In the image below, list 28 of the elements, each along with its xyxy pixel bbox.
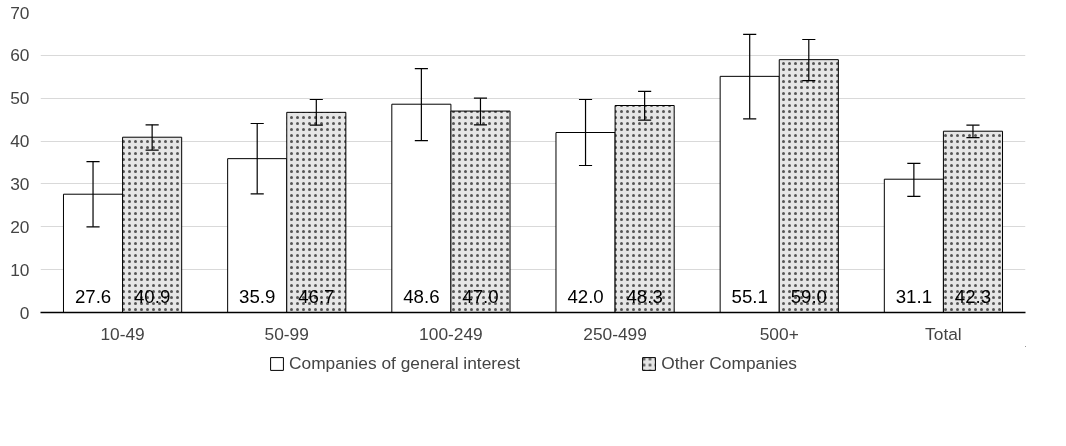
y-tick-label: 0 bbox=[19, 302, 30, 323]
y-tick-label: 40 bbox=[10, 131, 30, 152]
y-tick-label: 50 bbox=[10, 88, 30, 109]
data-label: 55.1 bbox=[731, 285, 768, 307]
y-tick-label: 60 bbox=[10, 45, 30, 66]
y-tick-label: 30 bbox=[10, 173, 30, 194]
data-label: 42.0 bbox=[567, 285, 604, 307]
legend-label: Other Companies bbox=[661, 352, 797, 374]
data-label: 46.7 bbox=[298, 285, 335, 307]
data-label: 40.9 bbox=[133, 285, 171, 307]
y-tick-label: 70 bbox=[10, 2, 30, 23]
data-label: 47.0 bbox=[462, 285, 499, 307]
data-label: 48.3 bbox=[626, 285, 663, 307]
x-tick-label: 10-49 bbox=[100, 323, 145, 344]
x-tick-label: Total bbox=[925, 323, 962, 344]
x-tick-label: 500+ bbox=[759, 323, 799, 344]
y-tick-label: 10 bbox=[10, 259, 30, 280]
data-label: 35.9 bbox=[239, 285, 276, 307]
y-tick-label: 20 bbox=[10, 216, 30, 237]
data-label: 31.1 bbox=[895, 285, 933, 307]
x-tick-label: 100-249 bbox=[419, 323, 483, 344]
legend-label: Companies of general interest bbox=[289, 352, 521, 374]
x-tick-label: 50-99 bbox=[264, 323, 309, 344]
x-tick-label: 250-499 bbox=[583, 323, 647, 344]
data-label: 59.0 bbox=[790, 285, 827, 307]
data-label: 48.6 bbox=[403, 285, 440, 307]
data-label: 27.6 bbox=[74, 285, 112, 307]
data-label: 42.3 bbox=[954, 285, 992, 307]
